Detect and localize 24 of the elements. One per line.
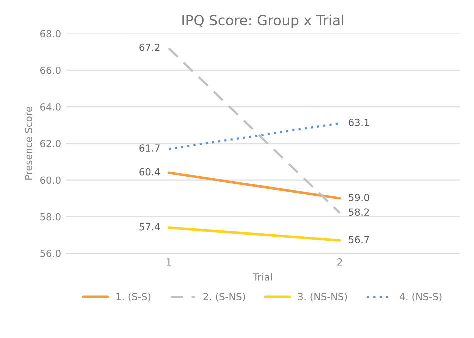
y-tick-label: 66.0 (40, 66, 61, 74)
data-label: 67.2 (140, 44, 160, 52)
data-label: 59.0 (349, 194, 370, 202)
chart-title: IPQ Score: Group x Trial (182, 14, 344, 28)
data-label: 57.4 (140, 223, 160, 231)
data-label: 61.7 (140, 144, 160, 152)
x-tick-label: 1 (166, 258, 172, 266)
x-axis-title: Trial (253, 273, 272, 281)
y-tick-label: 64.0 (40, 104, 61, 111)
legend-label: 4. (NS-S) (400, 293, 442, 302)
y-tick-label: 58.0 (40, 213, 61, 221)
y-tick-label: 62.0 (40, 140, 61, 148)
legend-label: 2. (S-NS) (204, 293, 246, 302)
y-tick-label: 68.0 (40, 30, 61, 38)
y-axis-title: Presence Score (25, 107, 32, 180)
data-label: 63.1 (349, 118, 370, 126)
legend-label: 1. (S-S) (116, 293, 151, 302)
x-tick-label: 2 (338, 258, 342, 266)
y-tick-label: 56.0 (40, 250, 61, 258)
y-tick-label: 60.0 (40, 176, 61, 184)
data-label: 56.7 (349, 236, 370, 244)
data-label: 58.2 (349, 208, 370, 216)
legend-label: 3. (NS-NS) (298, 293, 348, 302)
data-label: 60.4 (140, 168, 160, 176)
